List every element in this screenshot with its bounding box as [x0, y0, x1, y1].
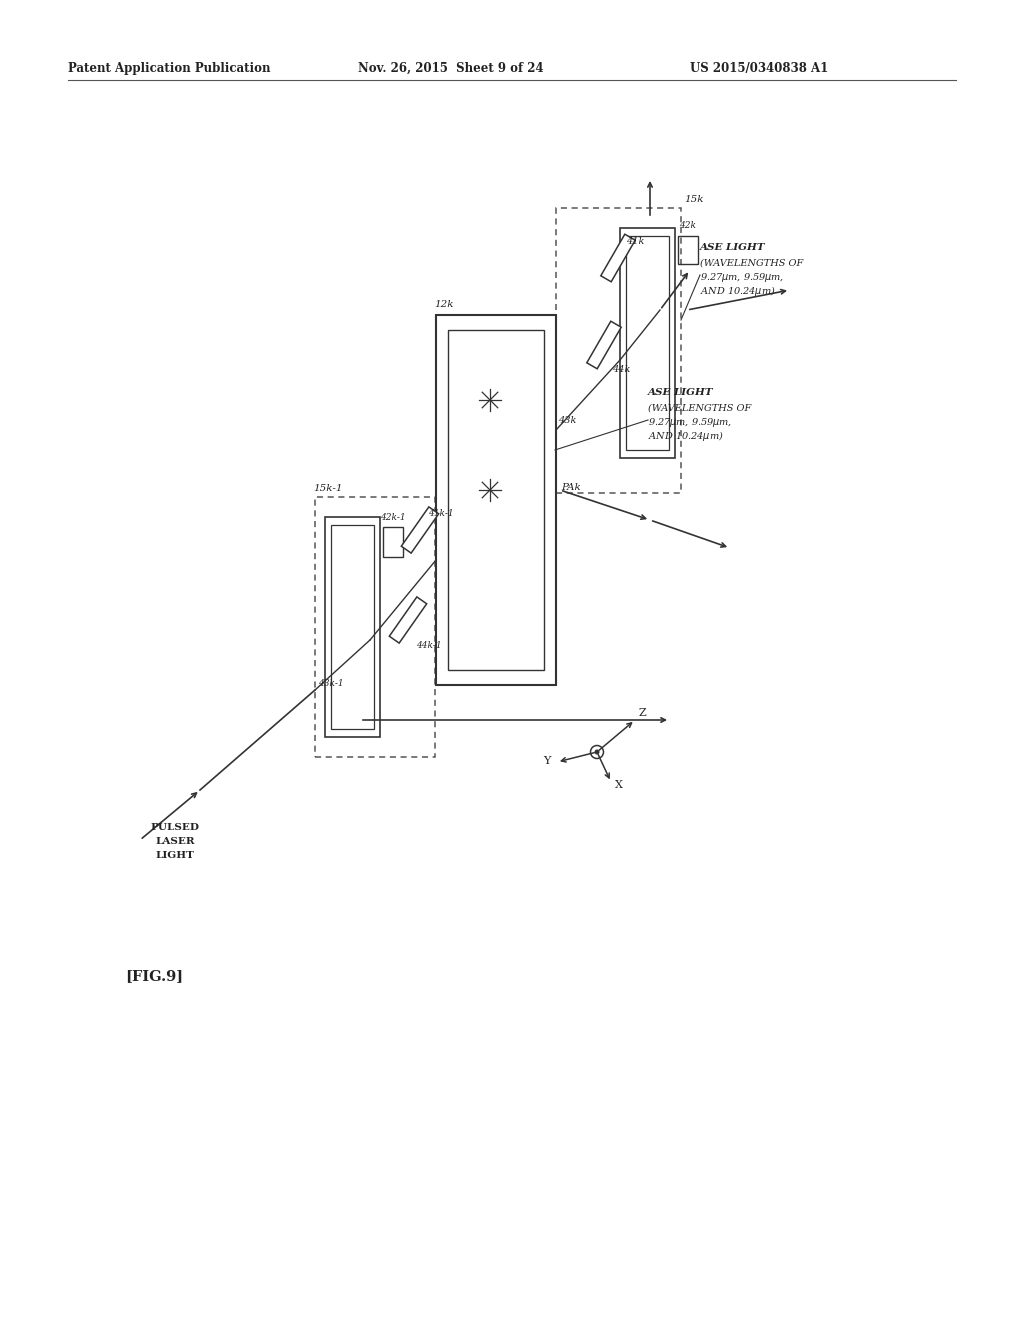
Bar — [626, 236, 669, 450]
Text: 15k: 15k — [684, 195, 703, 205]
Polygon shape — [601, 234, 635, 281]
Text: Z: Z — [639, 708, 646, 718]
Text: 43k: 43k — [558, 416, 577, 425]
Text: 44k: 44k — [612, 366, 631, 374]
Bar — [449, 330, 544, 671]
Circle shape — [595, 750, 599, 754]
Text: LIGHT: LIGHT — [156, 851, 195, 861]
Bar — [436, 315, 556, 685]
Text: 41k-1: 41k-1 — [428, 510, 454, 517]
Text: 42k: 42k — [680, 220, 696, 230]
Bar — [325, 517, 380, 737]
Text: ASE LIGHT: ASE LIGHT — [700, 243, 766, 252]
Text: (WAVELENGTHS OF: (WAVELENGTHS OF — [648, 404, 752, 413]
Polygon shape — [389, 597, 427, 643]
Bar — [556, 209, 681, 492]
Text: LASER: LASER — [156, 837, 195, 846]
Text: 43k-1: 43k-1 — [318, 678, 344, 688]
Text: 12k: 12k — [434, 300, 454, 309]
Polygon shape — [587, 321, 622, 368]
Text: 15k-1: 15k-1 — [313, 484, 342, 492]
Text: US 2015/0340838 A1: US 2015/0340838 A1 — [690, 62, 828, 75]
Text: AND 10.24$\mu$m): AND 10.24$\mu$m) — [700, 284, 776, 298]
Bar — [620, 228, 675, 458]
Bar — [315, 498, 435, 756]
Text: PULSED: PULSED — [151, 822, 200, 832]
Bar — [383, 527, 403, 557]
Text: 44k-1: 44k-1 — [416, 642, 441, 649]
Text: Patent Application Publication: Patent Application Publication — [68, 62, 270, 75]
Text: (WAVELENGTHS OF: (WAVELENGTHS OF — [700, 259, 803, 268]
Bar — [331, 525, 374, 729]
Text: 9.27$\mu$m, 9.59$\mu$m,: 9.27$\mu$m, 9.59$\mu$m, — [700, 271, 784, 284]
Text: PAk: PAk — [561, 483, 581, 492]
Text: X: X — [615, 780, 623, 789]
Polygon shape — [401, 507, 438, 553]
Text: Nov. 26, 2015  Sheet 9 of 24: Nov. 26, 2015 Sheet 9 of 24 — [358, 62, 544, 75]
Text: [FIG.9]: [FIG.9] — [125, 969, 183, 983]
Text: 9.27$\mu$m, 9.59$\mu$m,: 9.27$\mu$m, 9.59$\mu$m, — [648, 416, 732, 429]
Text: AND 10.24$\mu$m): AND 10.24$\mu$m) — [648, 429, 724, 444]
Text: ASE LIGHT: ASE LIGHT — [648, 388, 714, 397]
Text: Y: Y — [544, 756, 551, 766]
Text: 42k-1: 42k-1 — [380, 513, 406, 521]
Bar — [678, 236, 698, 264]
Text: 41k: 41k — [626, 238, 644, 246]
